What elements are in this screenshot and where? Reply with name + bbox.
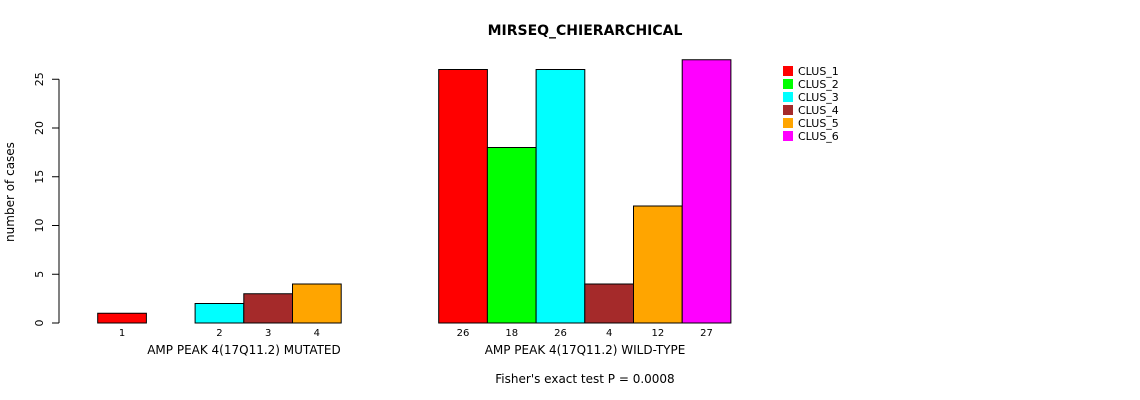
legend-label: CLUS_1 (798, 65, 839, 78)
chart-title: MIRSEQ_CHIERARCHICAL (488, 23, 683, 39)
y-tick-label: 0 (33, 320, 46, 327)
bars (97, 59, 732, 324)
bar-count-label: 12 (651, 328, 664, 339)
bar-clus-6 (681, 59, 732, 324)
bar-count-label: 26 (457, 328, 470, 339)
y-tick-label: 25 (33, 72, 46, 86)
bar-clus-4 (243, 293, 294, 324)
bar-count-label: 26 (554, 328, 567, 339)
bar-count-label: 4 (314, 328, 320, 339)
bar-count-label: 3 (265, 328, 271, 339)
bar-clus-3 (535, 69, 586, 324)
legend-label: CLUS_5 (798, 117, 839, 130)
fisher-test-footer: Fisher's exact test P = 0.0008 (495, 372, 674, 386)
group-axis-label: AMP PEAK 4(17Q11.2) WILD-TYPE (485, 343, 686, 357)
legend-swatch (783, 92, 793, 102)
group-labels: AMP PEAK 4(17Q11.2) MUTATED AMP PEAK 4(17… (147, 343, 685, 357)
bar-clus-1 (97, 312, 147, 324)
y-tick-label: 5 (33, 271, 46, 278)
bar-clus-3 (194, 303, 245, 324)
legend-swatch (783, 79, 793, 89)
bar-clus-2 (486, 147, 537, 324)
y-tick-label: 10 (33, 219, 46, 233)
y-axis: 0 5 10 15 20 25 (33, 72, 60, 327)
bar-count-label: 1 (119, 328, 125, 339)
y-tick-label: 15 (33, 170, 46, 184)
bar-clus-1 (438, 69, 488, 324)
bar-clus-5 (633, 205, 683, 324)
bar-count-label: 18 (505, 328, 518, 339)
legend-label: CLUS_2 (798, 78, 839, 91)
bar-count-label: 4 (606, 328, 612, 339)
bar-count-label: 2 (216, 328, 222, 339)
legend-swatch (783, 66, 793, 76)
bar-labels: 1 2 3 4 26 18 26 4 12 27 (119, 328, 713, 339)
legend-label: CLUS_3 (798, 91, 839, 104)
legend-label: CLUS_4 (798, 104, 839, 117)
y-tick-label: 20 (33, 121, 46, 135)
legend-label: CLUS_6 (798, 130, 839, 143)
group-axis-label: AMP PEAK 4(17Q11.2) MUTATED (147, 343, 341, 357)
y-axis-label: number of cases (3, 142, 17, 242)
legend-swatch (783, 131, 793, 141)
legend-swatch (783, 118, 793, 128)
bar-count-label: 27 (700, 328, 713, 339)
bar-clus-5 (292, 283, 342, 324)
legend-swatch (783, 105, 793, 115)
bar-clus-4 (584, 283, 634, 324)
